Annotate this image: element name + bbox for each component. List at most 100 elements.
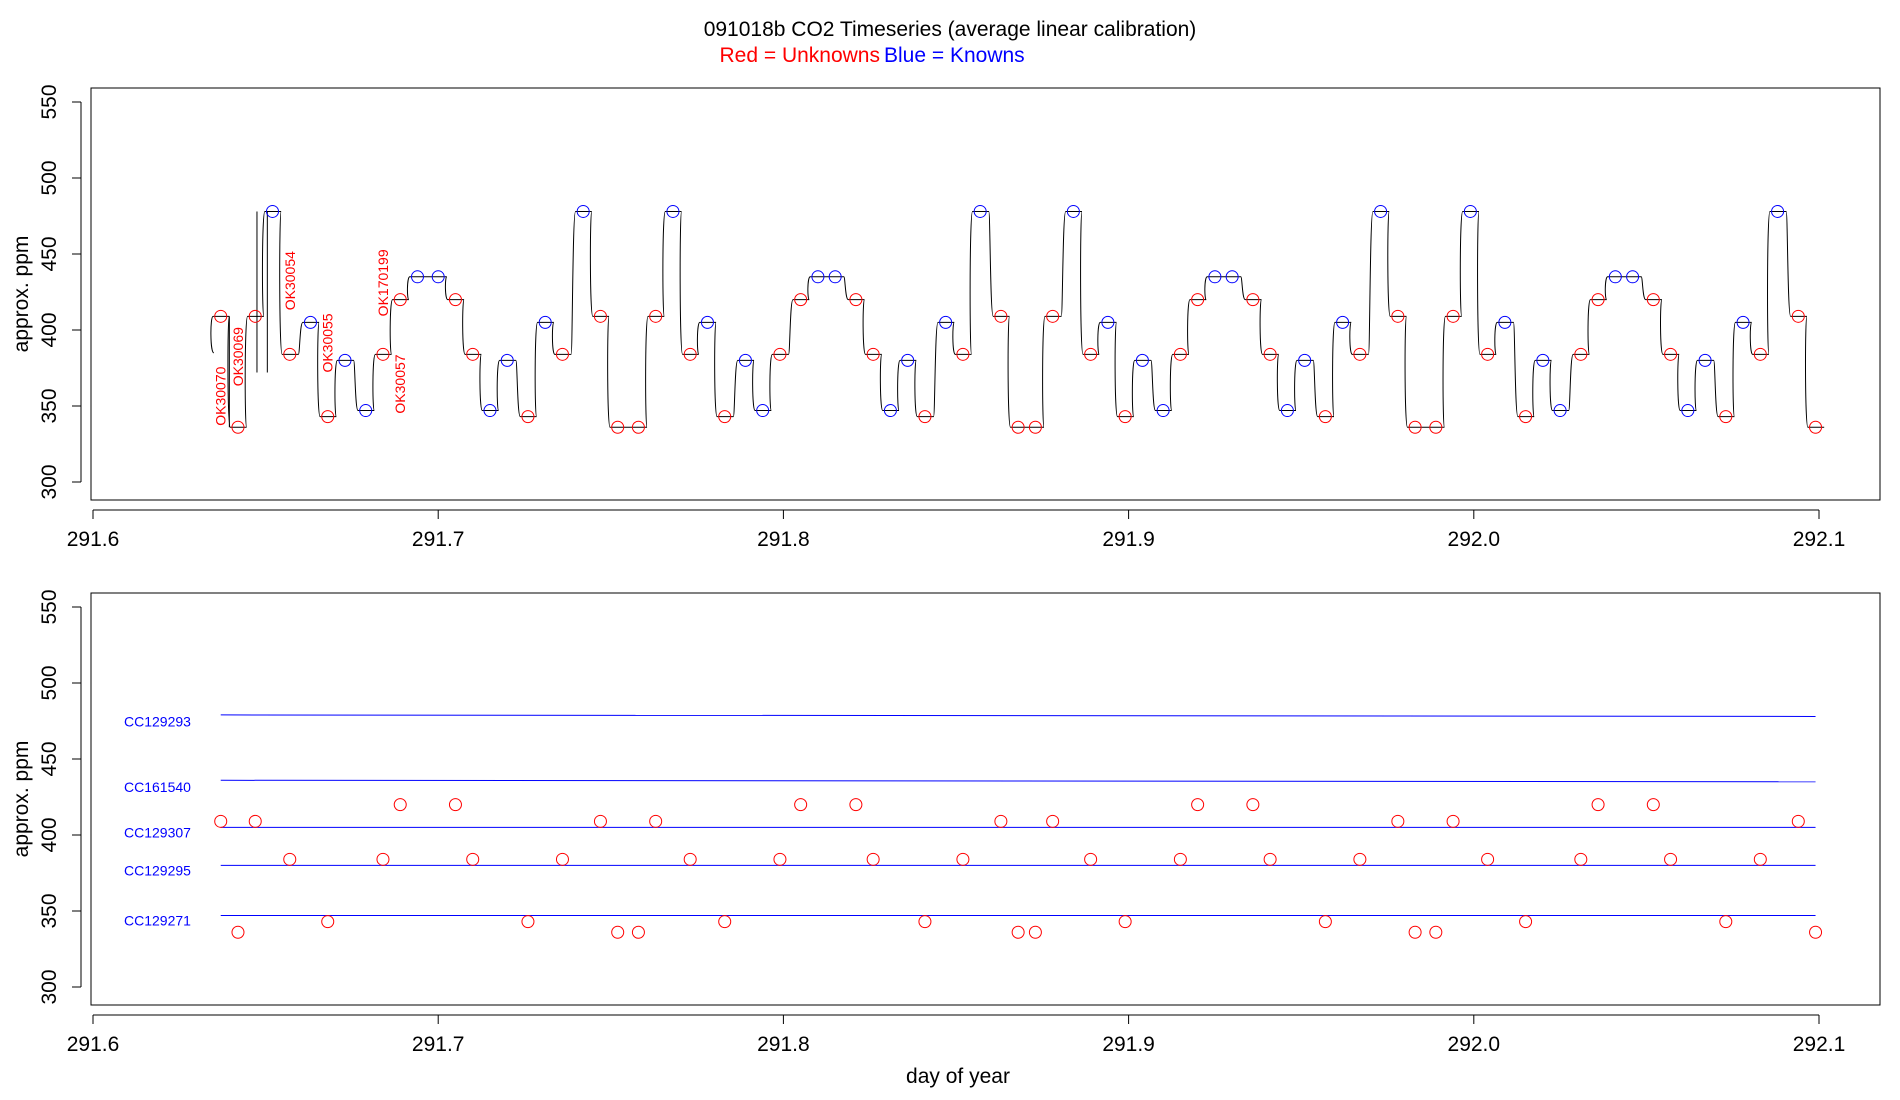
x-tick-label: 292.1 bbox=[1793, 528, 1846, 551]
unknown-point bbox=[321, 915, 335, 929]
known-point bbox=[1298, 353, 1312, 367]
sample-label: OK170199 bbox=[375, 249, 391, 316]
unknown-point bbox=[1591, 798, 1605, 812]
unknown-point bbox=[631, 925, 645, 939]
reference-label: CC129271 bbox=[124, 913, 191, 929]
plot-frame bbox=[90, 87, 1881, 501]
y-tick-label: 300 bbox=[38, 464, 61, 499]
known-point bbox=[1698, 353, 1712, 367]
known-point bbox=[1156, 404, 1170, 418]
y-axis-label: approx. ppm bbox=[10, 741, 33, 858]
unknown-point bbox=[1118, 410, 1132, 424]
known-point bbox=[973, 204, 987, 218]
unknown-point bbox=[1191, 293, 1205, 307]
known-point bbox=[359, 404, 373, 418]
unknown-point bbox=[283, 347, 297, 361]
known-point bbox=[1626, 270, 1640, 284]
unknown-point bbox=[376, 347, 390, 361]
unknown-point bbox=[1191, 798, 1205, 812]
known-point bbox=[1101, 315, 1115, 329]
x-tick-label: 291.7 bbox=[412, 528, 465, 551]
unknown-point bbox=[393, 293, 407, 307]
y-tick-label: 500 bbox=[38, 160, 61, 195]
unknown-point bbox=[231, 420, 245, 434]
known-point bbox=[883, 404, 897, 418]
unknown-point bbox=[1446, 309, 1460, 323]
known-point bbox=[1771, 204, 1785, 218]
x-tick-label: 291.9 bbox=[1102, 1033, 1155, 1056]
x-tick-label: 292.0 bbox=[1448, 528, 1501, 551]
sample-label: OK30054 bbox=[282, 251, 298, 310]
unknown-point bbox=[1318, 410, 1332, 424]
unknown-point bbox=[1408, 420, 1422, 434]
known-point bbox=[700, 315, 714, 329]
legend-unknowns: Red = Unknowns bbox=[719, 44, 880, 67]
known-point bbox=[901, 353, 915, 367]
known-point bbox=[483, 404, 497, 418]
unknown-point bbox=[448, 293, 462, 307]
unknown-point bbox=[1391, 309, 1405, 323]
unknown-point bbox=[849, 293, 863, 307]
unknown-point bbox=[994, 814, 1008, 828]
known-point bbox=[1553, 404, 1567, 418]
unknown-point bbox=[1408, 925, 1422, 939]
known-point bbox=[738, 353, 752, 367]
unknown-point bbox=[718, 915, 732, 929]
unknown-point bbox=[248, 814, 262, 828]
unknown-point bbox=[1028, 420, 1042, 434]
x-tick-label: 291.7 bbox=[412, 1033, 465, 1056]
known-point bbox=[811, 270, 825, 284]
reference-label: CC129293 bbox=[124, 713, 191, 729]
unknown-point bbox=[448, 798, 462, 812]
known-point bbox=[266, 204, 280, 218]
y-tick-label: 450 bbox=[38, 741, 61, 776]
known-point bbox=[1681, 404, 1695, 418]
unknown-point bbox=[794, 293, 808, 307]
unknown-point bbox=[321, 410, 335, 424]
x-tick-label: 291.9 bbox=[1102, 528, 1155, 551]
unknown-point bbox=[1446, 814, 1460, 828]
unknown-point bbox=[1646, 293, 1660, 307]
unknown-point bbox=[1173, 347, 1187, 361]
unknown-point bbox=[1353, 347, 1367, 361]
known-point bbox=[576, 204, 590, 218]
known-point bbox=[500, 353, 514, 367]
unknown-point bbox=[683, 347, 697, 361]
reference-label: CC161540 bbox=[124, 779, 191, 795]
known-point bbox=[431, 270, 445, 284]
known-point bbox=[1536, 353, 1550, 367]
unknown-point bbox=[956, 852, 970, 866]
y-tick-label: 500 bbox=[38, 665, 61, 700]
known-point bbox=[756, 404, 770, 418]
unknown-point bbox=[918, 915, 932, 929]
y-tick-label: 300 bbox=[38, 969, 61, 1004]
unknown-point bbox=[1719, 410, 1733, 424]
unknown-point bbox=[849, 798, 863, 812]
figure-title: 091018b CO2 Timeseries (average linear c… bbox=[704, 18, 1197, 41]
unknown-point bbox=[1646, 798, 1660, 812]
unknown-point bbox=[1481, 852, 1495, 866]
unknown-point bbox=[773, 852, 787, 866]
unknown-point bbox=[956, 347, 970, 361]
unknown-point bbox=[1246, 293, 1260, 307]
legend-knowns: Blue = Knowns bbox=[884, 44, 1025, 67]
co2-trace-line bbox=[210, 210, 1825, 428]
unknown-point bbox=[248, 309, 262, 323]
plot-frame bbox=[90, 592, 1881, 1006]
unknown-point bbox=[214, 814, 228, 828]
timeseries-panel: approx. ppm 291.6 291.7 291.8 291.9 292.0 292… bbox=[10, 84, 1881, 551]
known-point bbox=[538, 315, 552, 329]
unknown-point bbox=[376, 852, 390, 866]
unknown-point bbox=[1046, 309, 1060, 323]
unknown-point bbox=[593, 309, 607, 323]
unknown-point bbox=[866, 347, 880, 361]
unknown-point bbox=[1809, 925, 1823, 939]
y-tick-label: 400 bbox=[38, 817, 61, 852]
sample-label: OK30070 bbox=[213, 366, 229, 425]
unknown-point bbox=[1429, 420, 1443, 434]
unknown-point bbox=[1519, 410, 1533, 424]
reference-label: CC129295 bbox=[124, 862, 191, 878]
y-tick-label: 350 bbox=[38, 893, 61, 928]
unknown-point bbox=[1719, 915, 1733, 929]
